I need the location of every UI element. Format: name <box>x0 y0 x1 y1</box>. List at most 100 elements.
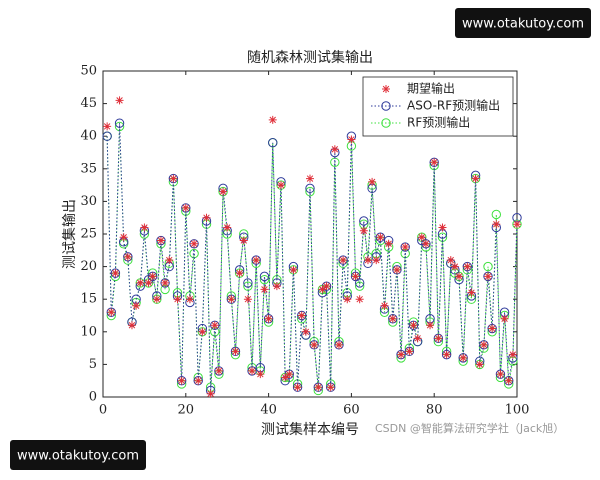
star-marker <box>202 213 211 222</box>
circle-marker <box>214 366 224 376</box>
watermark: www.otakutoy.com <box>462 17 584 32</box>
star-marker <box>467 288 476 297</box>
circle-marker <box>504 376 514 386</box>
star-marker <box>430 158 439 167</box>
star-marker <box>438 223 447 232</box>
star-marker <box>382 85 390 93</box>
y-tick-label: 20 <box>80 259 97 274</box>
circle-marker <box>156 235 166 246</box>
star-marker <box>272 282 281 291</box>
circle-marker <box>288 265 299 275</box>
star-marker <box>219 187 228 196</box>
star-marker <box>243 295 252 304</box>
star-marker <box>111 269 120 278</box>
star-marker <box>508 350 517 359</box>
star-marker <box>136 278 145 287</box>
circle-marker <box>309 340 319 350</box>
star-marker <box>264 314 273 323</box>
circle-marker <box>160 278 170 288</box>
circle-marker <box>408 320 419 330</box>
star-marker <box>214 366 223 375</box>
star-marker <box>446 256 455 265</box>
circle-marker <box>106 307 116 317</box>
star-marker <box>231 347 240 356</box>
star-marker <box>397 350 406 359</box>
star-marker <box>326 383 335 392</box>
y-tick-label: 5 <box>89 357 97 372</box>
circle-marker <box>143 278 154 288</box>
star-marker <box>223 223 232 232</box>
star-marker <box>504 376 513 385</box>
circle-marker <box>433 333 444 344</box>
star-marker <box>376 233 385 242</box>
star-marker <box>513 220 521 229</box>
watermark: www.otakutoy.com <box>17 449 139 464</box>
y-tick-label: 30 <box>80 194 97 209</box>
circle-marker <box>495 369 506 379</box>
circle-marker <box>210 320 220 330</box>
x-tick-label: 80 <box>426 403 443 418</box>
star-marker <box>479 340 488 349</box>
circle-marker <box>189 239 199 249</box>
star-marker <box>252 256 261 265</box>
star-marker <box>206 389 215 398</box>
star-marker <box>277 181 286 190</box>
y-tick-label: 25 <box>80 227 97 242</box>
legend: 期望输出 ASO-RF预测输出 RF预测输出 <box>362 76 514 137</box>
circle-marker <box>268 138 278 148</box>
star-marker <box>119 233 128 242</box>
circle-marker <box>429 157 439 167</box>
circle-marker <box>305 183 315 194</box>
star-marker <box>492 220 501 229</box>
circle-marker <box>123 252 133 262</box>
star-marker <box>380 301 389 310</box>
star-marker <box>488 324 497 333</box>
circle-marker <box>259 274 270 285</box>
star-marker <box>181 203 190 212</box>
star-marker <box>442 350 451 359</box>
star-marker <box>475 360 484 369</box>
star-marker <box>161 278 170 287</box>
circle-marker <box>181 203 191 213</box>
star-marker <box>359 226 368 235</box>
star-marker <box>165 256 174 265</box>
star-marker <box>322 282 331 291</box>
circle-marker <box>400 242 410 252</box>
star-marker <box>343 295 352 304</box>
star-marker <box>144 278 153 287</box>
star-marker <box>388 314 397 323</box>
star-marker <box>190 239 199 248</box>
star-marker <box>152 295 161 304</box>
circle-marker <box>381 101 391 111</box>
star-marker <box>384 239 393 248</box>
star-marker <box>115 96 124 105</box>
star-marker <box>185 295 194 304</box>
circle-marker <box>404 346 415 357</box>
star-marker <box>409 321 418 330</box>
legend-label: ASO-RF预测输出 <box>407 98 500 113</box>
star-marker <box>289 265 298 274</box>
star-marker <box>281 373 290 382</box>
circle-marker <box>441 349 452 360</box>
credit: CSDN @智能算法研究学社（Jack旭） <box>375 421 564 435</box>
star-marker <box>351 272 360 281</box>
circle-marker <box>110 268 121 278</box>
star-marker <box>484 272 493 281</box>
y-axis-label: 测试集输出 <box>61 199 78 269</box>
circle-marker <box>247 366 257 376</box>
star-marker <box>310 340 319 349</box>
star-marker <box>426 321 435 330</box>
circle-marker <box>102 131 112 141</box>
x-tick-label: 40 <box>260 403 277 418</box>
star-marker <box>318 285 327 294</box>
circle-marker <box>392 265 402 275</box>
x-tick-label: 60 <box>343 403 360 418</box>
star-marker <box>405 347 414 356</box>
star-marker <box>459 353 468 362</box>
star-marker <box>392 265 401 274</box>
y-tick-label: 10 <box>80 324 97 339</box>
star-marker <box>314 383 323 392</box>
star-marker <box>103 122 112 131</box>
star-marker <box>227 295 236 304</box>
